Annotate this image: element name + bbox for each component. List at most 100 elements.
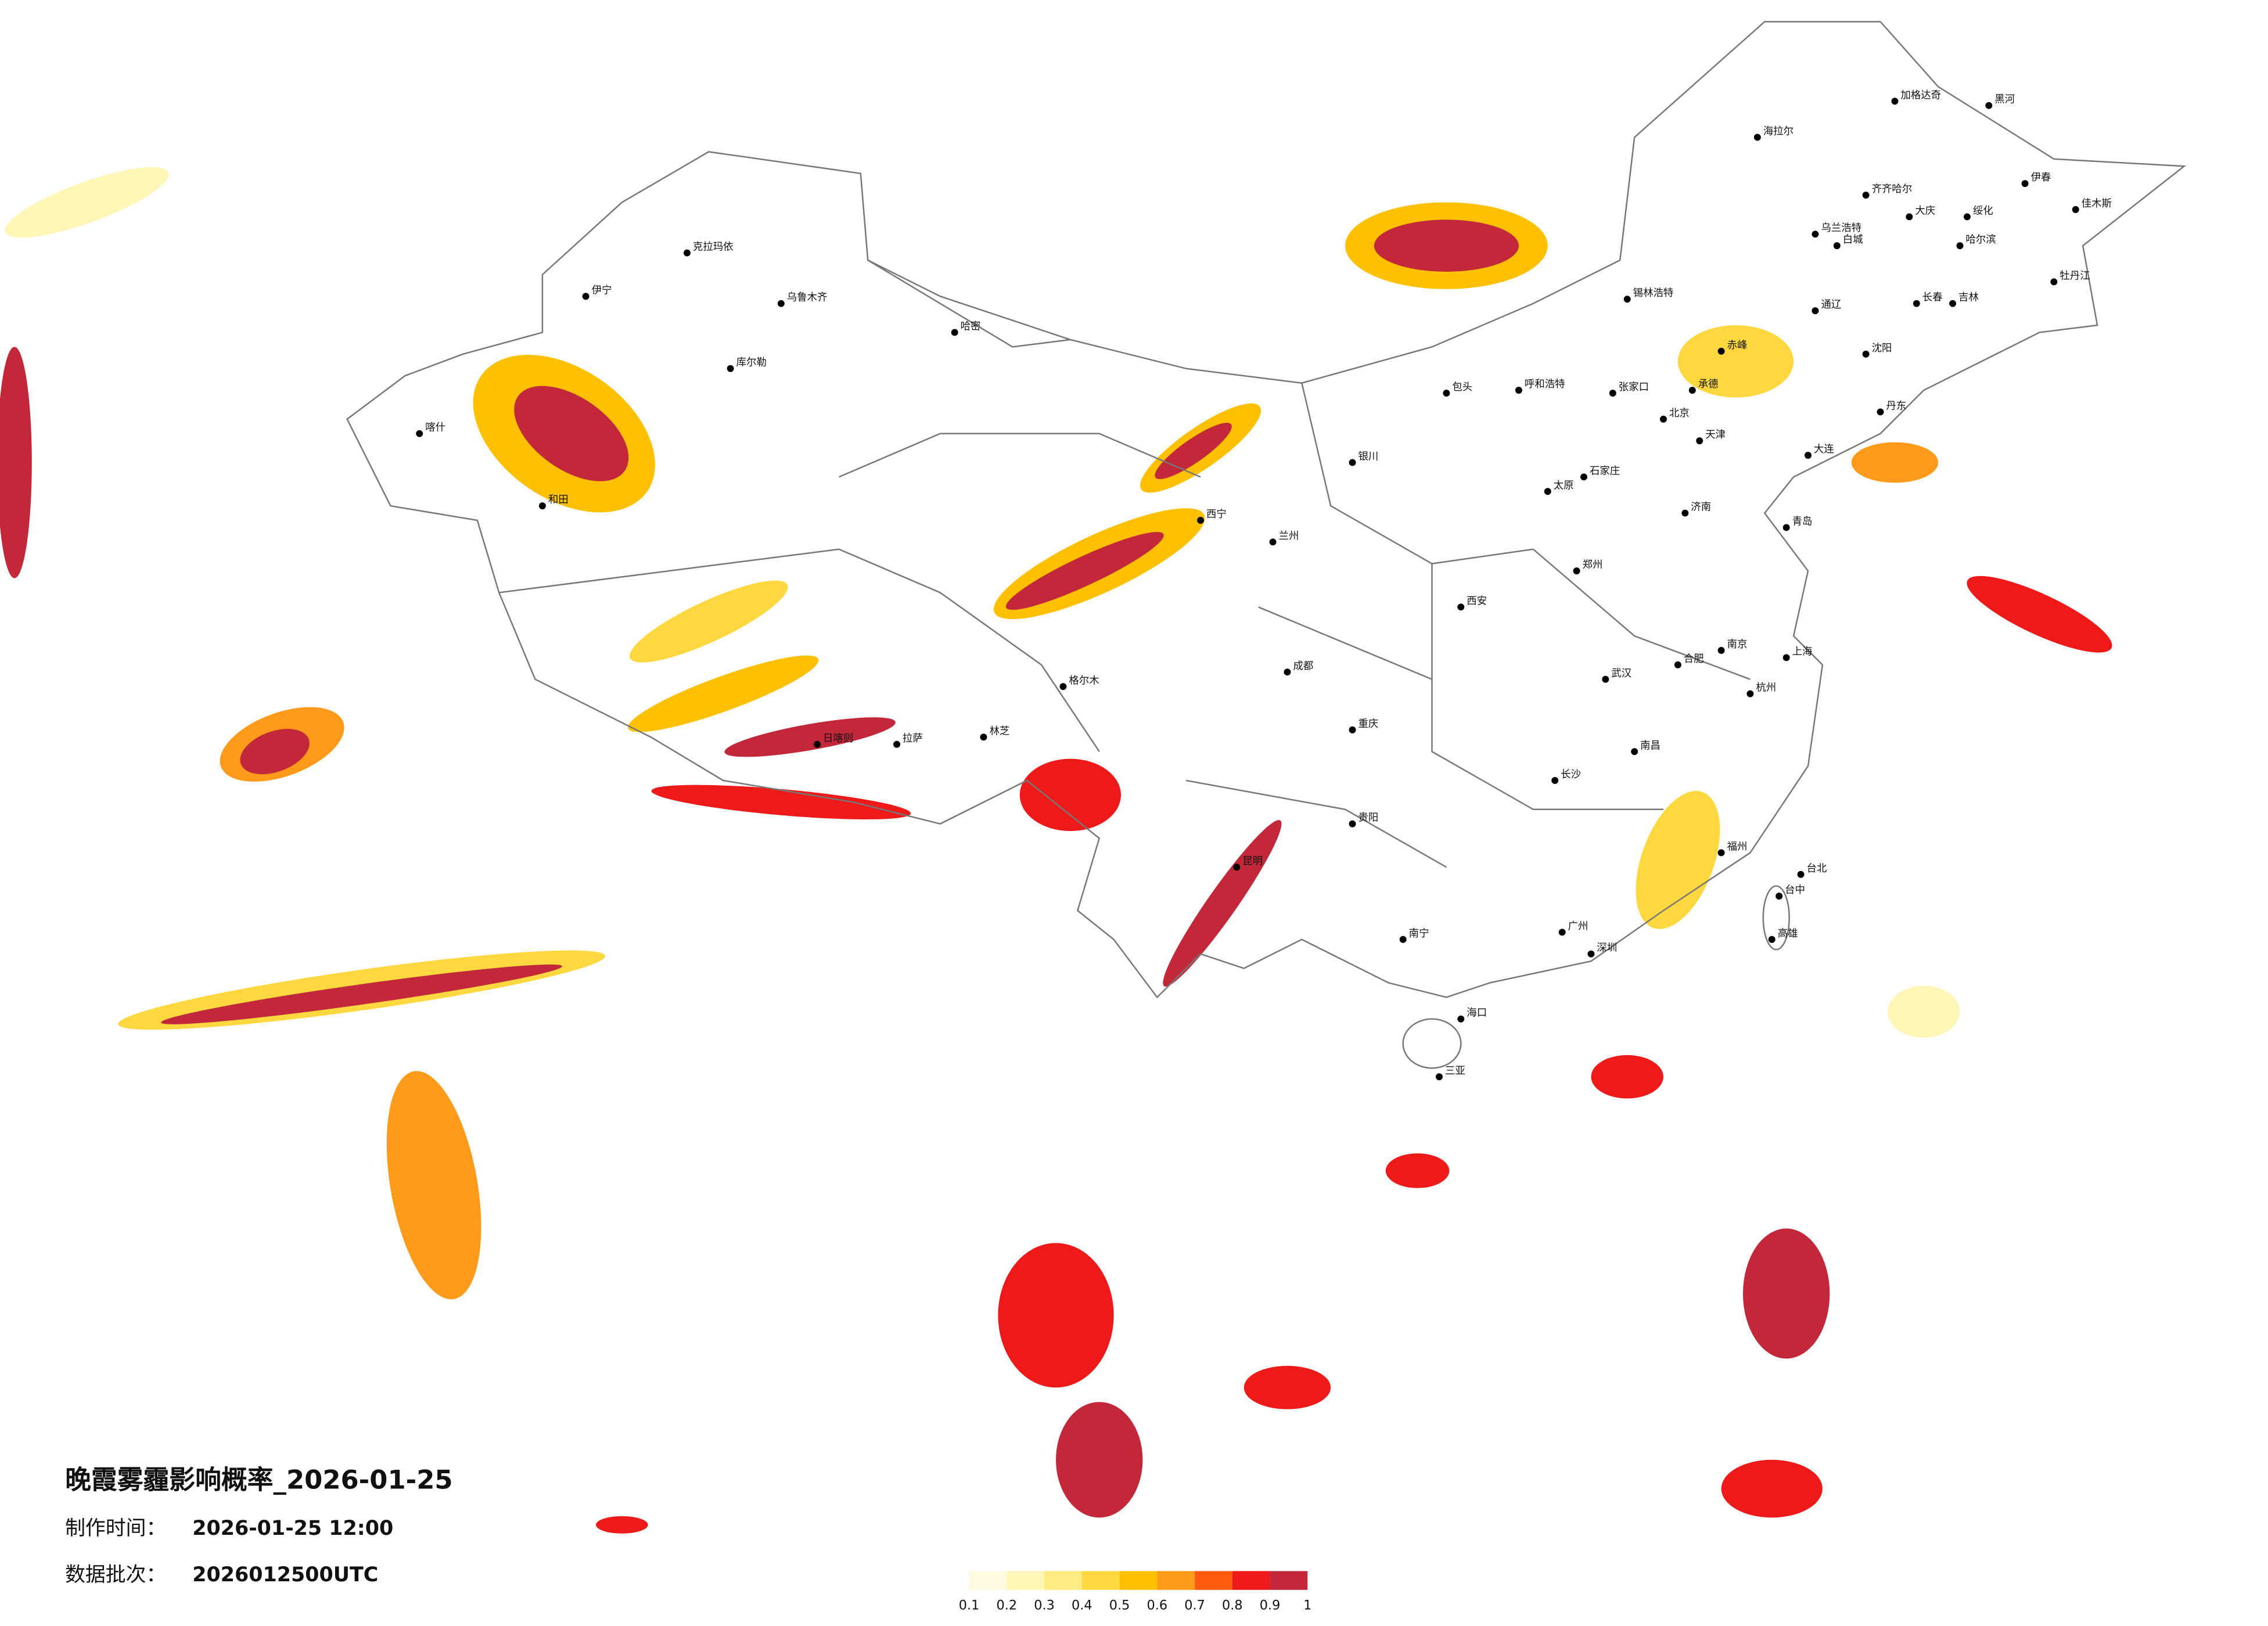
city-label: 深圳 <box>1597 942 1617 954</box>
city-dot <box>951 329 958 336</box>
city-dot <box>1269 538 1277 546</box>
legend-tick-label: 0.9 <box>1260 1598 1281 1613</box>
city-dot <box>1862 192 1870 199</box>
city-dot <box>1349 459 1356 466</box>
city-dot <box>1609 390 1616 397</box>
city-dot <box>1544 488 1551 495</box>
city-label: 太原 <box>1554 480 1574 491</box>
city-dot <box>1284 668 1291 676</box>
city-dot <box>416 430 423 437</box>
city-label: 呼和浩特 <box>1525 379 1565 390</box>
city-label: 长沙 <box>1561 769 1581 780</box>
legend-swatch <box>1044 1571 1082 1590</box>
city-label: 承德 <box>1698 379 1719 390</box>
legend-tick-label: 0.4 <box>1072 1598 1092 1613</box>
city-dot <box>893 740 901 748</box>
city-label: 加格达奇 <box>1900 89 1941 101</box>
city-dot <box>1833 242 1841 250</box>
legend-swatch <box>1270 1571 1308 1590</box>
legend-tick-label: 1 <box>1303 1598 1311 1613</box>
legend-tick-label: 0.2 <box>997 1598 1018 1613</box>
made-time-value: 2026-01-25 12:00 <box>192 1517 393 1540</box>
city-label: 南京 <box>1727 639 1748 650</box>
city-label: 绥化 <box>1973 205 1993 217</box>
city-dot <box>1558 929 1566 936</box>
city-label: 成都 <box>1293 660 1313 672</box>
legend-swatch <box>1157 1571 1195 1590</box>
legend-swatch <box>1081 1571 1120 1590</box>
city-label: 天津 <box>1705 429 1726 441</box>
city-label: 佳木斯 <box>2082 198 2112 210</box>
city-dot <box>1913 300 1920 307</box>
city-dot <box>1580 473 1588 481</box>
city-dot <box>1797 870 1805 878</box>
city-dot <box>1956 242 1964 250</box>
batch-label: 数据批次： <box>65 1563 166 1587</box>
city-dot <box>2021 180 2029 188</box>
boundaries <box>346 21 2186 1069</box>
city-dot <box>1985 102 1993 109</box>
city-dot <box>1436 1073 1443 1081</box>
city-dot <box>814 740 821 748</box>
city-label: 牡丹江 <box>2059 270 2090 282</box>
city-label: 锡林浩特 <box>1633 287 1674 299</box>
city-dot <box>1906 213 1913 221</box>
city-dot <box>683 249 691 257</box>
city-label: 伊春 <box>2031 172 2051 184</box>
city-label: 丹东 <box>1886 400 1907 412</box>
city-label: 昆明 <box>1242 855 1263 867</box>
city-dot <box>1782 524 1790 531</box>
city-dot <box>1717 647 1725 654</box>
city-dot <box>1631 748 1638 756</box>
legend-swatch <box>1195 1571 1232 1590</box>
city-label: 南宁 <box>1409 928 1429 940</box>
city-dot <box>1964 213 1971 221</box>
city-dot <box>1681 509 1689 517</box>
made-time-label: 制作时间： <box>65 1517 166 1540</box>
city-dot <box>1805 452 1812 459</box>
city-label: 武汉 <box>1611 668 1631 679</box>
city-label: 齐齐哈尔 <box>1872 184 1913 195</box>
city-label: 通辽 <box>1821 299 1841 311</box>
legend-tick-label: 0.3 <box>1034 1598 1055 1613</box>
city-label: 三亚 <box>1445 1065 1465 1077</box>
city-dot <box>1197 517 1205 524</box>
city-label: 南昌 <box>1640 740 1660 751</box>
city-label: 台北 <box>1807 863 1827 875</box>
city-dot <box>538 502 546 510</box>
city-label: 石家庄 <box>1590 465 1620 477</box>
city-label: 长春 <box>1922 292 1943 304</box>
city-label: 西安 <box>1467 595 1487 607</box>
legend-swatch <box>969 1571 1007 1590</box>
city-dot <box>1862 350 1870 358</box>
city-label: 包头 <box>1452 382 1472 393</box>
city-dot <box>1746 690 1754 697</box>
city-label: 克拉玛依 <box>693 242 734 253</box>
city-dot <box>1515 387 1522 394</box>
city-dot <box>1349 820 1356 828</box>
city-label: 哈尔滨 <box>1965 234 1996 246</box>
city-dot <box>2050 278 2058 286</box>
city-label: 银川 <box>1358 451 1379 462</box>
city-dot <box>1623 296 1631 303</box>
city-dot <box>1551 777 1559 784</box>
city-dot <box>1674 661 1681 668</box>
city-label: 和田 <box>548 494 569 506</box>
city-dot <box>1688 387 1696 394</box>
city-label: 高雄 <box>1778 928 1798 940</box>
city-dot <box>1811 307 1819 315</box>
city-label: 台中 <box>1785 884 1805 896</box>
city-dot <box>582 293 590 300</box>
city-label: 大庆 <box>1915 205 1935 217</box>
city-label: 上海 <box>1792 646 1813 657</box>
city-dot <box>2072 206 2079 213</box>
city-label: 乌兰浩特 <box>1821 222 1861 234</box>
city-dot <box>1877 408 1884 416</box>
city-label: 海口 <box>1467 1008 1487 1019</box>
city-dot <box>1602 675 1609 683</box>
city-dot <box>1782 654 1790 661</box>
city-dot <box>1457 1015 1465 1023</box>
